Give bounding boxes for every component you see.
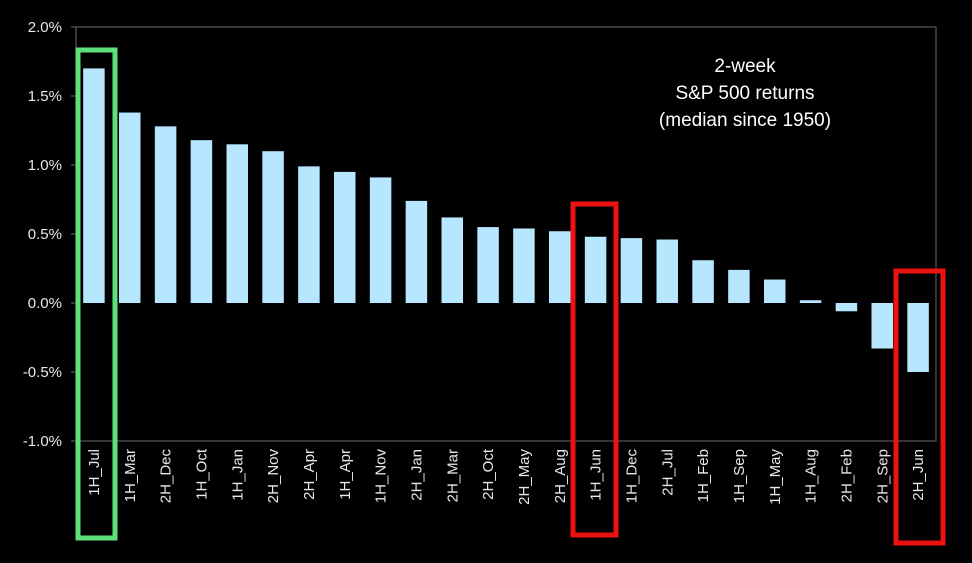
y-tick-label: 2.0%	[28, 19, 62, 36]
bar	[620, 238, 643, 303]
y-tick-label: 1.5%	[28, 88, 62, 105]
bar	[190, 140, 213, 303]
x-tick-label: 1H_Sep	[731, 449, 748, 503]
bar	[799, 300, 822, 303]
chart-title: S&P 500 returns	[675, 83, 814, 104]
bar	[369, 177, 392, 303]
y-tick-label: -0.5%	[23, 364, 62, 381]
bar	[262, 151, 284, 303]
bar	[764, 279, 786, 303]
x-tick-label: 1H_May	[767, 449, 784, 505]
bar	[871, 303, 893, 349]
bar	[584, 236, 607, 303]
y-tick-label: 0.0%	[28, 295, 62, 312]
y-tick-label: 1.0%	[28, 157, 62, 174]
bar	[226, 144, 248, 303]
x-tick-label: 1H_Feb	[695, 449, 712, 502]
highlight-box	[75, 47, 118, 541]
highlight-box	[893, 268, 946, 546]
bar	[477, 227, 499, 303]
bar	[334, 171, 356, 303]
bar	[656, 239, 678, 303]
bar	[154, 126, 177, 303]
bar	[728, 269, 750, 303]
x-tick-label: 1H_Apr	[337, 449, 354, 500]
x-tick-label: 2H_Dec	[158, 449, 175, 504]
bar	[835, 303, 858, 312]
chart-title: (median since 1950)	[659, 110, 831, 131]
x-tick-label: 1H_Jul	[86, 449, 103, 496]
bar	[119, 112, 141, 303]
x-tick-label: 2H_Jan	[408, 449, 425, 501]
bar	[298, 166, 320, 303]
x-tick-label: 1H_Jan	[229, 449, 246, 501]
x-tick-label: 1H_Jun	[588, 449, 605, 501]
bar	[692, 260, 714, 303]
x-tick-label: 2H_Aug	[552, 449, 569, 503]
x-tick-label: 2H_Mar	[444, 449, 461, 502]
x-tick-label: 1H_Oct	[193, 448, 210, 500]
x-tick-label: 2H_Jun	[910, 449, 927, 501]
x-tick-label: 1H_Aug	[803, 449, 820, 503]
highlight-box	[570, 201, 619, 538]
x-tick-label: 2H_May	[516, 449, 533, 505]
y-tick-label: 0.5%	[28, 226, 62, 243]
x-tick-label: 2H_Apr	[301, 449, 318, 500]
x-tick-label: 2H_Jul	[659, 449, 676, 496]
bar	[549, 231, 571, 303]
bar	[513, 228, 535, 303]
x-tick-label: 2H_Sep	[874, 449, 891, 503]
x-tick-label: 2H_Nov	[265, 449, 282, 504]
bar	[83, 68, 105, 304]
chart-title: 2-week	[714, 56, 776, 77]
x-tick-label: 1H_Dec	[623, 449, 640, 504]
bar	[907, 303, 929, 372]
x-tick-label: 2H_Oct	[480, 448, 497, 500]
y-tick-label: -1.0%	[23, 433, 62, 450]
x-tick-label: 2H_Feb	[838, 449, 855, 502]
bar	[441, 217, 463, 303]
bar	[405, 200, 428, 303]
x-tick-label: 1H_Nov	[373, 449, 390, 504]
x-tick-label: 1H_Mar	[122, 449, 139, 502]
